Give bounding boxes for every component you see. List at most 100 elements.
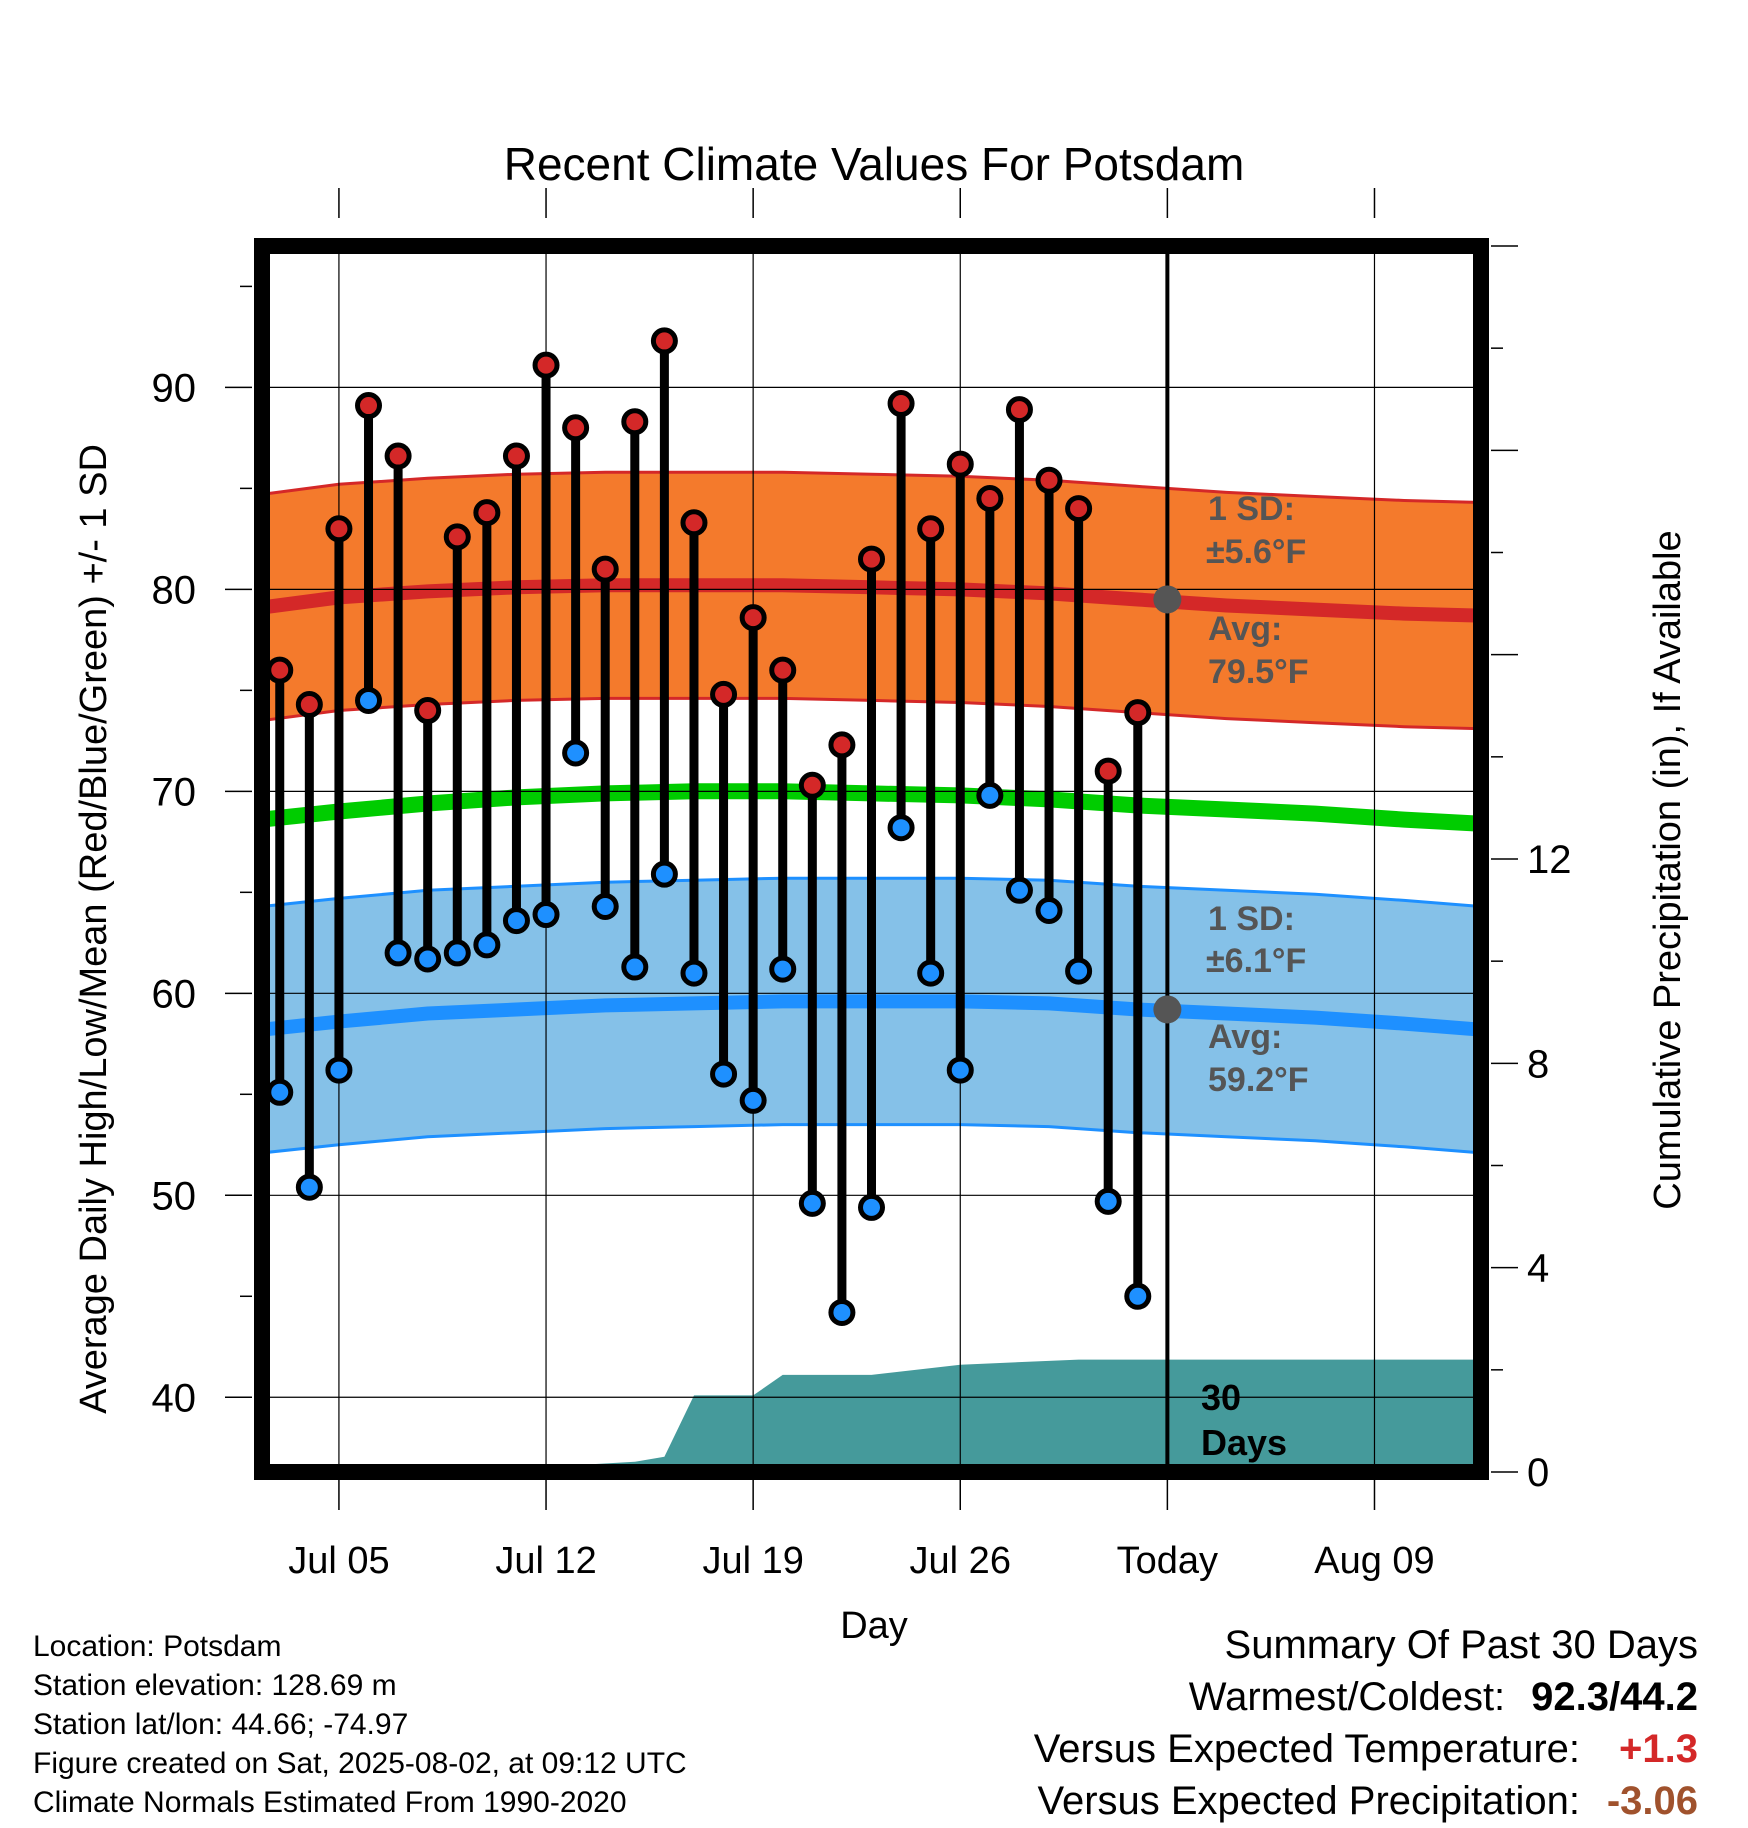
daily-high-point bbox=[355, 392, 383, 420]
daily-low-point bbox=[1005, 876, 1033, 904]
daily-low-point bbox=[769, 955, 797, 983]
x-tick-label: Jul 12 bbox=[495, 1540, 596, 1582]
x-tick-label: Today bbox=[1117, 1540, 1218, 1582]
daily-high-point bbox=[295, 690, 323, 718]
y2-tick-label: 12 bbox=[1527, 838, 1572, 882]
daily-high-point bbox=[828, 731, 856, 759]
daily-high-point bbox=[325, 515, 353, 543]
daily-low-point bbox=[384, 939, 412, 967]
high-sd-annotation: 1 SD: ±5.6°F Avg: 79.5°F bbox=[1206, 490, 1309, 691]
daily-low-point bbox=[680, 959, 708, 987]
warm-cold-value: 92.3/44.2 bbox=[1531, 1675, 1698, 1719]
warm-cold-row: Warmest/Coldest: 92.3/44.2 bbox=[1034, 1671, 1698, 1723]
daily-high-point bbox=[621, 408, 649, 436]
daily-high-point bbox=[1005, 396, 1033, 424]
daily-high-point bbox=[1094, 757, 1122, 785]
summary-heading: Summary Of Past 30 Days bbox=[1224, 1623, 1698, 1667]
low-avg-label: Avg: bbox=[1208, 1018, 1282, 1056]
days-count: 30 bbox=[1201, 1377, 1241, 1418]
daily-low-point bbox=[591, 892, 619, 920]
x-tick-label: Jul 26 bbox=[910, 1540, 1011, 1582]
y-axis-ticks: 40 50 60 70 80 90 bbox=[152, 285, 252, 1420]
y-tick-label: 70 bbox=[152, 770, 197, 814]
low-sd-annotation: 1 SD: ±6.1°F Avg: 59.2°F bbox=[1206, 900, 1309, 1099]
high-avg-value: 79.5°F bbox=[1208, 653, 1309, 691]
daily-low-point bbox=[828, 1298, 856, 1326]
plot-border bbox=[254, 238, 1489, 1480]
daily-low-point bbox=[295, 1173, 323, 1201]
daily-low-point bbox=[710, 1060, 738, 1088]
y-tick-label: 40 bbox=[152, 1376, 197, 1420]
daily-low-point bbox=[473, 931, 501, 959]
chart-title: Recent Climate Values For Potsdam bbox=[504, 138, 1245, 190]
daily-low-point bbox=[976, 781, 1004, 809]
daily-high-point bbox=[946, 450, 974, 478]
temp-label: Versus Expected Temperature: bbox=[1033, 1727, 1580, 1771]
x-axis-label: Day bbox=[840, 1605, 908, 1647]
low-sd-label: 1 SD: bbox=[1208, 900, 1295, 938]
daily-high-point bbox=[917, 515, 945, 543]
daily-low-point bbox=[887, 814, 915, 842]
latlon-text: Station lat/lon: 44.66; -74.97 bbox=[33, 1708, 409, 1741]
cumulative-precip-area bbox=[262, 1359, 1481, 1472]
high-avg-label: Avg: bbox=[1208, 610, 1282, 648]
daily-low-point bbox=[414, 945, 442, 973]
y-tick-label: 80 bbox=[152, 568, 197, 612]
daily-low-point bbox=[739, 1086, 767, 1114]
daily-high-point bbox=[443, 523, 471, 551]
daily-high-point bbox=[650, 327, 678, 355]
daily-high-point bbox=[710, 680, 738, 708]
x-tick-label: Jul 05 bbox=[288, 1540, 389, 1582]
y2-axis-label: Cumulative Precipitation (in), If Availa… bbox=[1647, 530, 1689, 1209]
daily-high-point bbox=[739, 604, 767, 632]
high-sd-value: ±5.6°F bbox=[1206, 533, 1306, 571]
daily-high-point bbox=[473, 499, 501, 527]
daily-high-point bbox=[769, 656, 797, 684]
summary-panel: Summary Of Past 30 Days Warmest/Coldest:… bbox=[1034, 1619, 1698, 1827]
y2-tick-label: 8 bbox=[1527, 1042, 1549, 1086]
low-avg-value: 59.2°F bbox=[1208, 1061, 1309, 1099]
precip-value: -3.06 bbox=[1606, 1779, 1698, 1823]
daily-high-point bbox=[266, 656, 294, 684]
daily-low-point bbox=[917, 959, 945, 987]
location-text: Location: Potsdam bbox=[33, 1630, 282, 1663]
daily-high-point bbox=[680, 509, 708, 537]
today-high-avg-marker bbox=[1153, 585, 1182, 614]
station-info: Location: Potsdam Station elevation: 128… bbox=[33, 1627, 687, 1822]
precip-row: Versus Expected Precipitation: -3.06 bbox=[1034, 1775, 1698, 1827]
temp-value: +1.3 bbox=[1619, 1727, 1698, 1771]
temp-row: Versus Expected Temperature: +1.3 bbox=[1034, 1723, 1698, 1775]
daily-low-point bbox=[502, 907, 530, 935]
daily-high-point bbox=[798, 771, 826, 799]
low-sd-value: ±6.1°F bbox=[1206, 942, 1306, 980]
x-tick-label: Jul 19 bbox=[702, 1540, 803, 1582]
days-annotation: 30 Days bbox=[1201, 1377, 1287, 1463]
precipitation-area bbox=[262, 1359, 1481, 1472]
daily-low-point bbox=[1094, 1187, 1122, 1215]
daily-low-point bbox=[1124, 1282, 1152, 1310]
y2-tick-label: 0 bbox=[1527, 1451, 1549, 1495]
daily-low-point bbox=[325, 1056, 353, 1084]
daily-high-point bbox=[591, 555, 619, 583]
daily-high-point bbox=[532, 351, 560, 379]
elevation-text: Station elevation: 128.69 m bbox=[33, 1669, 397, 1702]
y-axis-label: Average Daily High/Low/Mean (Red/Blue/Gr… bbox=[73, 444, 115, 1414]
x-tick-label: Aug 09 bbox=[1314, 1540, 1434, 1582]
y-tick-label: 50 bbox=[152, 1174, 197, 1218]
daily-low-point bbox=[798, 1189, 826, 1217]
normals-text: Climate Normals Estimated From 1990-2020 bbox=[33, 1786, 627, 1819]
days-label: Days bbox=[1201, 1422, 1287, 1463]
daily-low-point bbox=[1035, 897, 1063, 925]
daily-high-point bbox=[976, 484, 1004, 512]
y-tick-label: 90 bbox=[152, 366, 197, 410]
daily-low-point bbox=[1065, 957, 1093, 985]
daily-dots bbox=[266, 327, 1152, 1326]
daily-high-point bbox=[1124, 699, 1152, 727]
y2-tick-label: 4 bbox=[1527, 1247, 1549, 1291]
daily-high-point bbox=[1065, 495, 1093, 523]
daily-high-point bbox=[502, 442, 530, 470]
daily-high-point bbox=[887, 390, 915, 418]
daily-high-point bbox=[384, 442, 412, 470]
daily-low-point bbox=[946, 1056, 974, 1084]
daily-low-point bbox=[621, 953, 649, 981]
